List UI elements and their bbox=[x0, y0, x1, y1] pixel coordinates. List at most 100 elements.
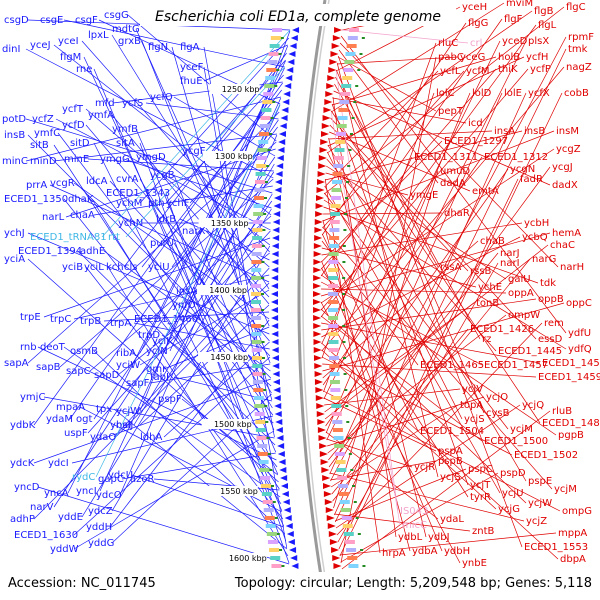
gene-label-left: ymgD bbox=[136, 152, 166, 163]
gene-label-left: ychM bbox=[116, 198, 142, 209]
gene-label-right: ycgJ bbox=[552, 162, 573, 173]
gene-label-right: ydfU bbox=[568, 328, 591, 339]
gene-label-left: trpA bbox=[110, 318, 131, 329]
cog-feature-right bbox=[331, 196, 342, 200]
gene-label-left: sitA bbox=[116, 138, 135, 149]
green-tick-left bbox=[266, 437, 270, 439]
gene-label-left: sapC bbox=[66, 366, 91, 377]
leader-line-left bbox=[49, 184, 270, 283]
gene-label-right: ycgN bbox=[510, 164, 535, 175]
leader-line-right bbox=[329, 472, 525, 522]
leader-line-right bbox=[338, 49, 439, 184]
green-tick-right bbox=[342, 277, 346, 279]
leader-line-left bbox=[127, 14, 277, 142]
gene-label-right: ycfP bbox=[530, 64, 551, 75]
leader-line-right bbox=[324, 70, 439, 188]
gene-label-left: minD bbox=[30, 156, 57, 167]
green-tick-right bbox=[348, 149, 352, 151]
gene-label-left: yddW bbox=[50, 544, 79, 555]
gene-label-left: narL bbox=[42, 212, 65, 223]
backbone-inner bbox=[297, 0, 327, 600]
cog-feature-right bbox=[332, 172, 343, 176]
gene-label-left: yncA bbox=[44, 488, 69, 499]
cog-feature-left bbox=[267, 540, 278, 544]
gene-label-right: crl bbox=[470, 38, 482, 49]
gene-label-right: ECED1_1312 bbox=[484, 152, 548, 163]
kbp-label-background bbox=[202, 151, 253, 161]
cog-feature-right bbox=[328, 356, 339, 360]
title-background bbox=[140, 4, 456, 26]
footer-background bbox=[0, 572, 600, 600]
cog-feature-left bbox=[253, 396, 264, 400]
green-tick-left bbox=[261, 245, 265, 247]
cog-feature-left bbox=[261, 108, 272, 112]
gene-label-left: ycfQ bbox=[150, 92, 173, 103]
gene-label-left: ldcA bbox=[86, 176, 108, 187]
cog-feature-right bbox=[328, 276, 339, 280]
leader-line-right bbox=[337, 56, 459, 65]
forward-feature bbox=[271, 267, 279, 273]
forward-feature bbox=[278, 131, 286, 137]
cog-feature-right bbox=[343, 68, 354, 72]
gene-label-left: hslJ bbox=[116, 420, 133, 431]
green-tick-left bbox=[261, 357, 265, 359]
cog-feature-left bbox=[253, 212, 264, 216]
gene-label-right: ycfL bbox=[440, 66, 461, 77]
cog-feature-left bbox=[251, 260, 262, 264]
green-tick-right bbox=[351, 485, 355, 487]
cog-feature-left bbox=[267, 60, 278, 64]
leader-line-left bbox=[55, 118, 271, 231]
gene-label-right: emtA bbox=[472, 186, 499, 197]
gene-label-left: ECED1_tRNA81 bbox=[30, 232, 107, 243]
leader-line-left bbox=[43, 396, 275, 439]
forward-feature bbox=[272, 379, 280, 385]
gene-label-right: flgC bbox=[566, 2, 586, 13]
leader-line-right bbox=[334, 468, 467, 522]
gene-label-left: ECED1_1630 bbox=[14, 530, 78, 541]
gene-label-left: ydcO bbox=[96, 490, 122, 501]
forward-feature bbox=[272, 371, 280, 377]
cog-feature-left bbox=[251, 356, 262, 360]
leader-line-left bbox=[133, 193, 273, 426]
green-tick-right bbox=[344, 389, 348, 391]
gene-label-right: insA bbox=[494, 126, 515, 137]
gene-label-left: ycfT bbox=[62, 104, 84, 115]
green-tick-right bbox=[346, 181, 350, 183]
reverse-feature bbox=[334, 27, 343, 33]
reverse-feature bbox=[318, 163, 327, 169]
cog-feature-right bbox=[338, 492, 349, 496]
forward-feature bbox=[271, 275, 279, 281]
cog-feature-left bbox=[252, 364, 263, 368]
forward-feature bbox=[279, 123, 287, 129]
gene-label-right: pspE bbox=[528, 476, 552, 487]
forward-feature bbox=[277, 443, 285, 449]
forward-feature bbox=[281, 491, 289, 497]
green-tick-left bbox=[261, 325, 265, 327]
gene-label-right: lolE bbox=[504, 88, 522, 99]
leader-line-right bbox=[321, 322, 541, 364]
cog-feature-right bbox=[328, 340, 339, 344]
leader-line-right bbox=[320, 301, 461, 564]
reverse-feature bbox=[318, 155, 327, 161]
leader-line-right bbox=[340, 35, 567, 334]
gene-label-right: ydfQ bbox=[568, 344, 592, 355]
leader-line-right bbox=[324, 185, 501, 494]
cog-feature-right bbox=[333, 156, 344, 160]
cog-feature-left bbox=[255, 420, 266, 424]
leader-line-right bbox=[331, 328, 469, 495]
leader-line-right bbox=[325, 431, 439, 520]
gene-label-right: IS043 bbox=[400, 506, 428, 517]
gene-label-left: ydbK bbox=[10, 420, 36, 431]
gene-label-right: ychE bbox=[478, 282, 502, 293]
cog-feature-right bbox=[328, 316, 339, 320]
leader-line-right bbox=[340, 56, 437, 564]
gene-label-right: ycbH bbox=[524, 218, 549, 229]
leader-line-right bbox=[334, 92, 527, 516]
green-tick-right bbox=[346, 421, 350, 423]
gene-label-left: yciU bbox=[148, 262, 170, 273]
reverse-feature bbox=[313, 291, 322, 297]
leader-line-left bbox=[37, 486, 290, 565]
forward-feature bbox=[272, 235, 280, 241]
cog-feature-left bbox=[260, 484, 271, 488]
gene-label-right: ECED1_1502 bbox=[514, 450, 578, 461]
